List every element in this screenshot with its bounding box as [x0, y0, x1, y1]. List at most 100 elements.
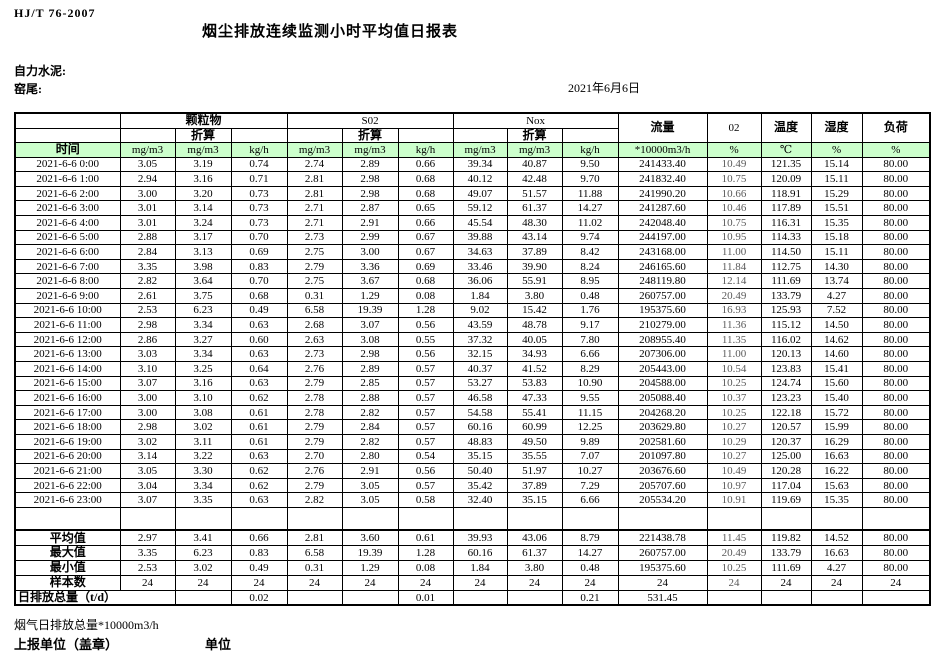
value-cell: 0.70	[230, 273, 288, 290]
value-cell: 0.57	[397, 375, 454, 392]
value-cell: 47.33	[506, 390, 563, 406]
value-cell: 0.67	[397, 229, 454, 246]
group-header-temperature: 温度	[760, 112, 812, 143]
daily-total-row: 日排放总量（t/d） 0.02 0.01 0.21 531.45	[14, 589, 931, 606]
value-cell: 0.55	[397, 331, 454, 348]
table-row: 2021-6-6 17:00 3.00 3.08 0.61 2.78 2.82 0.57 54…	[14, 404, 931, 421]
value-cell: 3.00	[119, 185, 176, 202]
daily-total-cell: 531.45	[617, 589, 708, 606]
summary-value-cell: 6.58	[286, 544, 343, 561]
value-cell: 7.29	[561, 477, 619, 494]
daily-total-cell: 0.01	[397, 589, 454, 606]
value-cell: 35.42	[452, 477, 508, 494]
value-cell: 14.27	[561, 200, 619, 217]
summary-row: 最大值 3.35 6.23 0.83 6.58 19.39 1.28 60.16 61.37 14…	[14, 544, 931, 561]
value-cell: 3.08	[341, 331, 399, 348]
value-cell: 6.66	[561, 492, 619, 508]
value-cell: 15.35	[810, 492, 863, 508]
summary-value-cell: 80.00	[861, 529, 931, 546]
value-cell: 0.73	[230, 200, 288, 217]
value-cell: 0.57	[397, 433, 454, 450]
value-cell: 2.84	[119, 244, 176, 260]
value-cell: 1.28	[397, 302, 454, 319]
value-cell: 9.55	[561, 390, 619, 406]
value-cell: 2.75	[286, 273, 343, 290]
value-cell: 15.29	[810, 185, 863, 202]
group-header-o2: 02	[706, 112, 762, 143]
unit-cell: mg/m3	[286, 141, 343, 158]
value-cell: 3.35	[174, 492, 232, 508]
unit-cell: %	[861, 141, 931, 158]
summary-value-cell: 24	[861, 574, 931, 591]
value-cell: 10.90	[561, 375, 619, 392]
daily-total-cell	[810, 589, 863, 606]
value-cell: 40.37	[452, 361, 508, 377]
summary-value-cell: 0.08	[397, 559, 454, 576]
time-cell: 2021-6-6 12:00	[14, 331, 121, 348]
summary-value-cell: 24	[706, 574, 762, 591]
value-cell: 6.66	[561, 346, 619, 362]
value-cell: 49.50	[506, 433, 563, 450]
unit-cell: %	[810, 141, 863, 158]
report-date: 2021年6月6日	[568, 81, 641, 95]
value-cell: 10.66	[706, 185, 762, 202]
table-row: 2021-6-6 4:00 3.01 3.24 0.73 2.71 2.91 0.66 45.…	[14, 215, 931, 231]
group-header-particulate: 颗粒物	[119, 112, 288, 129]
empty-cell	[341, 506, 399, 531]
value-cell: 0.63	[230, 346, 288, 362]
value-cell: 2.99	[341, 229, 399, 246]
time-cell: 2021-6-6 16:00	[14, 390, 121, 406]
value-cell: 8.24	[561, 258, 619, 275]
value-cell: 9.89	[561, 433, 619, 450]
empty-cell	[760, 506, 812, 531]
value-cell: 3.05	[341, 492, 399, 508]
value-cell: 2.81	[286, 171, 343, 187]
value-cell: 124.74	[760, 375, 812, 392]
flue-gas-total-note: 烟气日排放总量*10000m3/h	[14, 618, 159, 632]
value-cell: 0.62	[230, 390, 288, 406]
value-cell: 34.93	[506, 346, 563, 362]
value-cell: 6.23	[174, 302, 232, 319]
summary-value-cell: 24	[397, 574, 454, 591]
value-cell: 55.91	[506, 273, 563, 290]
summary-value-cell: 1.29	[341, 559, 399, 576]
time-cell: 2021-6-6 6:00	[14, 244, 121, 260]
value-cell: 2.74	[286, 156, 343, 173]
value-cell: 3.02	[174, 419, 232, 435]
value-cell: 2.89	[341, 156, 399, 173]
value-cell: 53.27	[452, 375, 508, 392]
summary-value-cell: 19.39	[341, 544, 399, 561]
value-cell: 241287.60	[617, 200, 708, 217]
group-header-load: 负荷	[861, 112, 931, 143]
unit-cell: kg/h	[561, 141, 619, 158]
table-row: 2021-6-6 19:00 3.02 3.11 0.61 2.79 2.82 0.57 48…	[14, 433, 931, 450]
empty-cell	[506, 506, 563, 531]
time-cell: 2021-6-6 21:00	[14, 463, 121, 479]
summary-value-cell: 3.02	[174, 559, 232, 576]
empty-cell	[397, 506, 454, 531]
table-row: 2021-6-6 1:00 2.94 3.16 0.71 2.81 2.98 0.68 40.…	[14, 171, 931, 187]
table-row: 2021-6-6 8:00 2.82 3.64 0.70 2.75 3.67 0.68 36.…	[14, 273, 931, 290]
time-cell: 2021-6-6 22:00	[14, 477, 121, 494]
table-row: 2021-6-6 13:00 3.03 3.34 0.63 2.73 2.98 0.56 32…	[14, 346, 931, 362]
value-cell: 80.00	[861, 156, 931, 173]
value-cell: 2.71	[286, 215, 343, 231]
value-cell: 10.27	[706, 448, 762, 465]
value-cell: 111.69	[760, 273, 812, 290]
value-cell: 2.71	[286, 200, 343, 217]
value-cell: 1.29	[341, 288, 399, 304]
value-cell: 243168.00	[617, 244, 708, 260]
value-cell: 2.79	[286, 419, 343, 435]
value-cell: 2.91	[341, 215, 399, 231]
table-row: 2021-6-6 16:00 3.00 3.10 0.62 2.78 2.88 0.57 46…	[14, 390, 931, 406]
value-cell: 13.74	[810, 273, 863, 290]
value-cell: 2.87	[341, 200, 399, 217]
value-cell: 10.46	[706, 200, 762, 217]
value-cell: 120.57	[760, 419, 812, 435]
table-row: 2021-6-6 18:00 2.98 3.02 0.61 2.79 2.84 0.57 60…	[14, 419, 931, 435]
value-cell: 2.73	[286, 229, 343, 246]
conversion-header-particulate: 折算	[174, 127, 232, 143]
header-row-units: 时间 mg/m3 mg/m3 kg/h mg/m3 mg/m3 kg/h mg/…	[14, 141, 931, 158]
value-cell: 2.94	[119, 171, 176, 187]
value-cell: 2.81	[286, 185, 343, 202]
